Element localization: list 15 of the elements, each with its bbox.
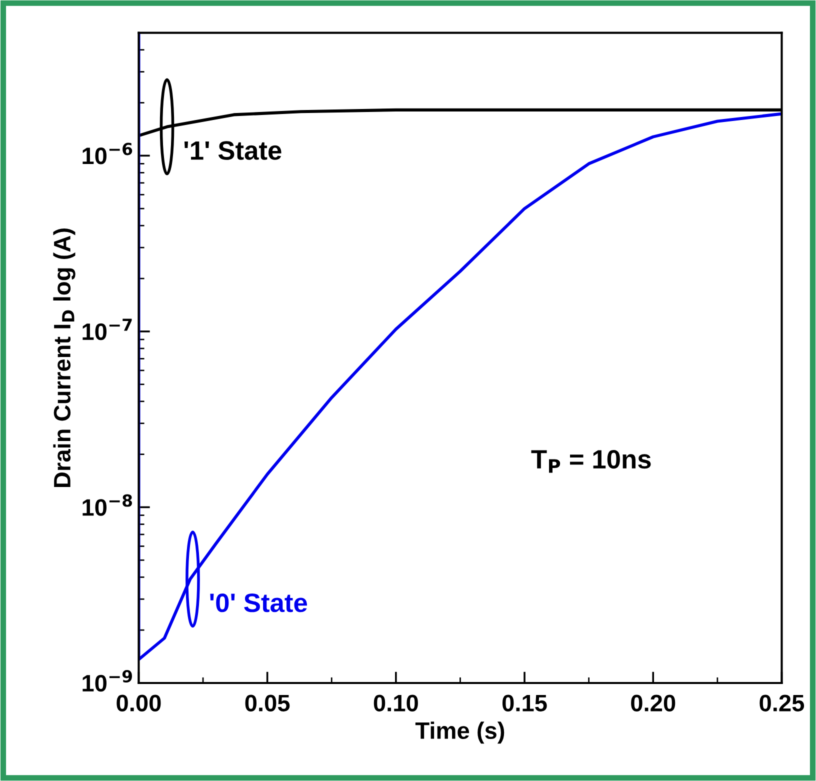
x-tick-label: 0.20 (631, 694, 676, 712)
x-tick-label: 0.00 (116, 694, 161, 712)
annotation: T$_{P}$ = 10ns (531, 450, 651, 473)
x-tick-label: 0.05 (245, 694, 290, 712)
y-tick-label: 10$^{−6}$ (82, 142, 132, 164)
x-tick-label: 0.25 (760, 694, 804, 712)
annotation: '0' State (210, 593, 307, 612)
y-tick-label: 10$^{−9}$ (82, 670, 132, 692)
y-axis-title: Drain Current I$_{D}$ log (A) (53, 228, 76, 487)
annotation: '1' State (184, 141, 282, 160)
y-tick-label: 10$^{−7}$ (82, 318, 132, 340)
x-tick-label: 0.15 (502, 694, 547, 712)
y-tick-label: 10$^{−8}$ (82, 494, 132, 516)
x-tick-label: 0.10 (374, 694, 418, 712)
x-axis-title: Time (s) (415, 722, 504, 744)
